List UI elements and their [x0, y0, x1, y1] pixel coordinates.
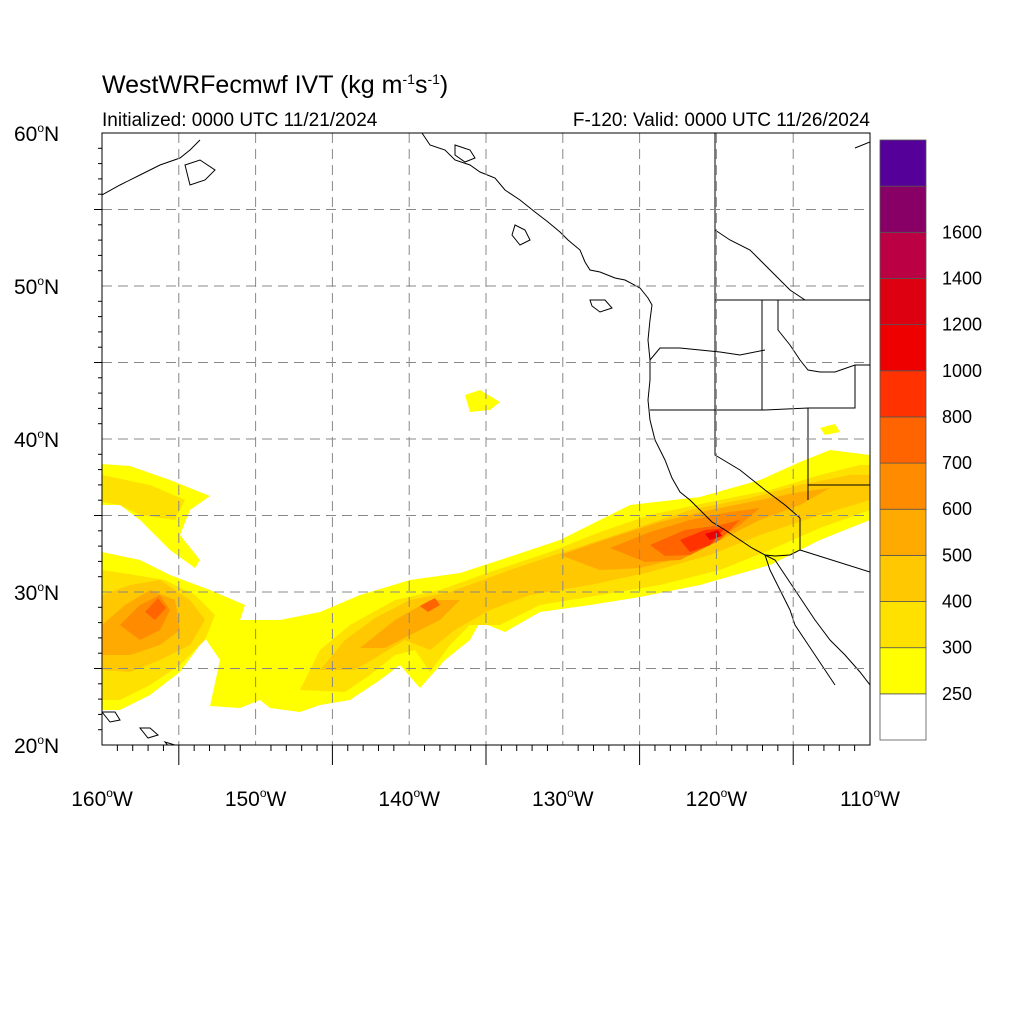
lon-label: 140oW	[378, 786, 440, 811]
colorbar-swatch	[879, 370, 927, 418]
colorbar-swatch	[879, 647, 927, 695]
lat-label: 30oN	[14, 580, 59, 605]
ivt-colorbar: 250 300 400 500 600 700 800 1000 1200 1400 1600	[879, 139, 982, 741]
lon-label: 120oW	[686, 786, 748, 811]
colorbar-label: 600	[942, 499, 972, 519]
ivt-contour-1000	[705, 530, 722, 540]
lon-label: 110oW	[840, 786, 900, 811]
coastlines	[102, 133, 870, 745]
colorbar-label: 1200	[942, 315, 982, 335]
colorbar-swatch	[879, 185, 927, 233]
lat-label: 50oN	[14, 274, 59, 299]
ivt-contour-250	[102, 390, 870, 712]
ivt-contour-600	[120, 508, 760, 640]
colorbar-label: 400	[942, 592, 972, 612]
colorbar-swatch	[879, 554, 927, 602]
colorbar-label: 700	[942, 453, 972, 473]
initialized-label: Initialized: 0000 UTC 11/21/2024	[102, 110, 378, 131]
map-title: WestWRFecmwf IVT (kg m-1s-1)	[102, 71, 449, 99]
colorbar-swatch	[879, 231, 927, 279]
colorbar-label: 300	[942, 638, 972, 658]
colorbar-swatch	[879, 508, 927, 556]
lon-label: 150oW	[225, 786, 287, 811]
colorbar-swatch	[879, 601, 927, 649]
colorbar-label: 500	[942, 545, 972, 565]
ivt-contour-500	[102, 488, 830, 655]
colorbar-label: 250	[942, 684, 972, 704]
lon-label: 160oW	[71, 786, 133, 811]
colorbar-label: 800	[942, 407, 972, 427]
colorbar-swatch	[879, 416, 927, 464]
colorbar-swatch	[879, 693, 927, 741]
colorbar-label: 1400	[942, 268, 982, 288]
colorbar-label: 1000	[942, 361, 982, 381]
lon-label: 130oW	[532, 786, 594, 811]
lat-label: 60oN	[14, 121, 59, 146]
colorbar-swatch	[879, 278, 927, 326]
lat-lon-grid	[102, 133, 870, 745]
colorbar-label: 1600	[942, 222, 982, 242]
lat-label: 20oN	[14, 733, 59, 758]
valid-time-label: F-120: Valid: 0000 UTC 11/26/2024	[572, 110, 870, 131]
colorbar-swatch	[879, 139, 927, 187]
colorbar-swatch	[879, 462, 927, 510]
axis-labels: 60oN 50oN 40oN 30oN 20oN 160oW 150oW 140oW 130oW…	[14, 121, 900, 811]
axis-ticks	[94, 147, 856, 765]
lat-label: 40oN	[14, 427, 59, 452]
colorbar-swatch	[879, 324, 927, 372]
